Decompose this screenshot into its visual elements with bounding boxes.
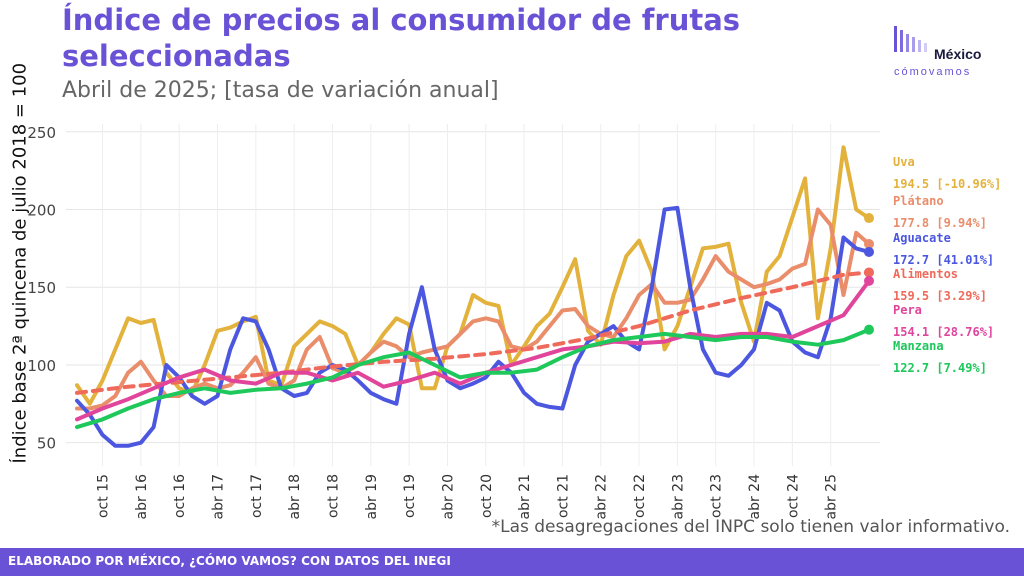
series-value-label: 159.5 [3.29%]	[893, 289, 987, 303]
mexico-como-vamos-logo: México cómovamos	[892, 24, 1002, 82]
series-line-aguacate	[75, 205, 871, 448]
footer-bar: ELABORADO POR MÉXICO, ¿CÓMO VAMOS? CON D…	[0, 548, 1024, 576]
series-value-label: 172.7 [41.01%]	[893, 253, 994, 267]
footnote: *Las desagregaciones del INPC solo tiene…	[491, 517, 1010, 537]
y-tick-label: 150	[27, 279, 56, 297]
x-tick-label: abr 20	[440, 474, 456, 520]
x-tick-label: oct 21	[555, 474, 571, 518]
chart-subtitle: Abril de 2025; [tasa de variación anual]	[62, 78, 499, 103]
x-tick-label: oct 18	[325, 474, 341, 518]
x-tick-label: abr 16	[134, 474, 150, 520]
series-line-uva	[75, 145, 871, 406]
series-value-label: 122.7 [7.49%]	[893, 361, 987, 375]
series-name-label: Manzana	[893, 339, 944, 353]
series-endpoint-uva	[864, 213, 874, 224]
series-line-manzana	[75, 327, 871, 430]
y-tick-label: 200	[27, 202, 56, 220]
x-tick-label: abr 25	[824, 474, 840, 520]
series-endpoint-pera	[864, 275, 874, 286]
series-value-label: 177.8 [9.94%]	[893, 216, 987, 230]
series-name-label: Aguacate	[893, 231, 951, 245]
x-tick-label: abr 19	[364, 474, 380, 520]
x-tick-label: oct 17	[249, 474, 265, 518]
chart-title: Índice de precios al consumidor de fruta…	[62, 3, 741, 73]
x-tick-label: oct 20	[479, 474, 495, 518]
series-endpoint-aguacate	[864, 246, 874, 257]
x-tick-label: abr 24	[747, 474, 763, 520]
series-line-alimentos	[75, 270, 871, 395]
series-value-label: 194.5 [-10.96%]	[893, 177, 1001, 191]
x-tick-label: oct 16	[172, 474, 188, 518]
series-name-label: Uva	[893, 155, 915, 169]
x-tick-label: abr 23	[670, 474, 686, 520]
x-tick-label: abr 18	[287, 474, 303, 520]
series-endpoint-manzana	[864, 324, 874, 335]
x-tick-label: abr 22	[594, 474, 610, 520]
x-tick-label: abr 21	[517, 474, 533, 520]
y-tick-label: 250	[27, 124, 56, 142]
logo-name: México	[934, 46, 982, 62]
series-line-pera	[75, 278, 871, 422]
series-name-label: Alimentos	[893, 267, 958, 281]
series-value-label: 154.1 [28.76%]	[893, 325, 994, 339]
bars-logo-icon	[894, 26, 927, 52]
x-tick-label: oct 22	[632, 474, 648, 518]
series-name-label: Plátano	[893, 194, 944, 208]
logo-tagline: cómovamos	[894, 66, 972, 78]
series-endpoint-plátano	[864, 239, 874, 250]
x-tick-label: oct 23	[709, 474, 725, 518]
x-tick-label: oct 15	[96, 474, 112, 518]
footer-credit: ELABORADO POR MÉXICO, ¿CÓMO VAMOS? CON D…	[8, 554, 451, 568]
series-name-label: Pera	[893, 303, 922, 317]
series-line-plátano	[75, 207, 871, 411]
y-tick-label: 50	[37, 435, 56, 453]
series-endpoint-alimentos	[864, 267, 874, 278]
y-tick-label: 100	[27, 357, 56, 375]
x-tick-label: oct 24	[785, 474, 801, 518]
x-tick-label: oct 19	[402, 474, 418, 518]
x-tick-label: abr 17	[211, 474, 227, 520]
